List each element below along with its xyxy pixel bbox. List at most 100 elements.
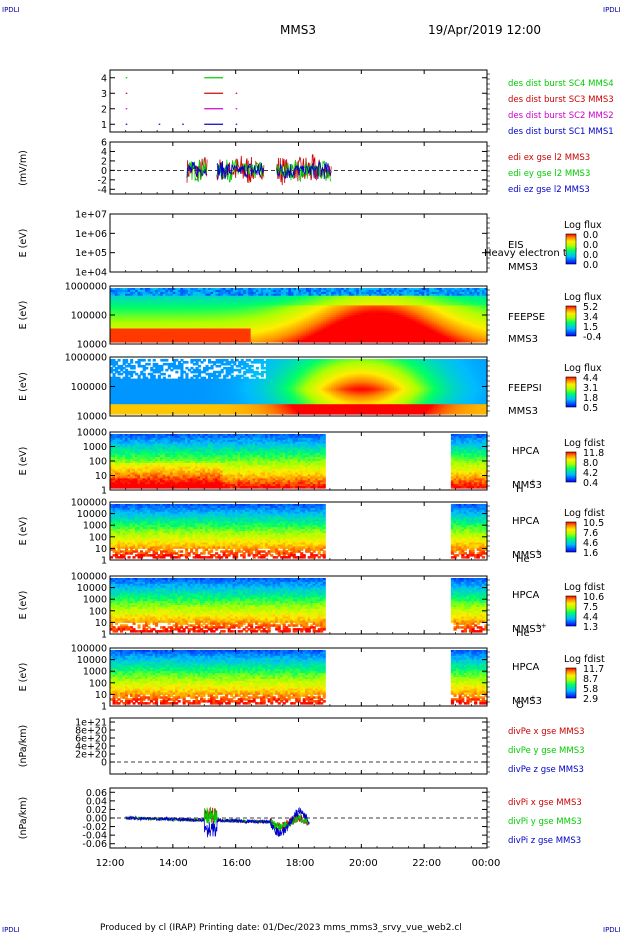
spectrogram-cell xyxy=(198,311,202,314)
spectrogram-cell xyxy=(182,338,186,341)
spectrogram-cell xyxy=(112,338,116,341)
spectrogram-cell xyxy=(170,340,174,343)
y-tick-label: -4 xyxy=(98,185,107,196)
spectrogram-cell xyxy=(218,291,222,295)
spectrogram-cell xyxy=(215,315,219,318)
spectrogram-cell xyxy=(253,303,257,306)
spectrogram-cell xyxy=(170,289,174,293)
spectrogram-cell xyxy=(230,315,234,318)
spectrogram-cell xyxy=(223,318,227,322)
spectrogram-cell xyxy=(245,305,249,308)
spectrogram-cell xyxy=(152,309,156,312)
spectrogram-cell xyxy=(223,299,227,303)
spectrogram-cell xyxy=(238,326,242,330)
panel-frame xyxy=(109,69,488,133)
spectrogram-cell xyxy=(167,291,171,295)
spectrogram-cell xyxy=(115,316,119,320)
spectrogram-cell xyxy=(187,336,191,339)
spectrogram-cell xyxy=(162,291,166,295)
spectrogram-cell xyxy=(228,305,232,308)
spectrogram-cell xyxy=(182,334,186,337)
spectrogram-cell xyxy=(122,322,126,326)
spectrogram-cell xyxy=(125,322,129,326)
spectrogram-cell xyxy=(203,340,207,343)
spectrogram-cell xyxy=(248,330,252,333)
spectrogram-cell xyxy=(110,326,114,330)
spectrogram-cell xyxy=(192,336,196,339)
spectrogram-cell xyxy=(187,332,191,335)
spectrogram-cell xyxy=(132,366,136,370)
spectrogram-cell xyxy=(165,305,169,308)
spectrogram-cell xyxy=(265,289,269,293)
spectrogram-cell xyxy=(198,295,202,299)
spectrogram-cell xyxy=(235,315,239,318)
spectrogram-cell xyxy=(218,301,222,304)
spectrogram-cell xyxy=(110,316,114,320)
spectrogram-cell xyxy=(205,318,209,322)
spectrogram-cell xyxy=(263,293,267,297)
spectrogram-cell xyxy=(185,289,189,293)
spectrogram-cell xyxy=(243,297,247,301)
spectrogram-cell xyxy=(160,336,164,339)
spectrogram-cell xyxy=(192,311,196,314)
spectrogram-cell xyxy=(142,301,146,304)
spectrogram-cell xyxy=(132,328,136,331)
spectrogram-cell xyxy=(162,289,166,293)
spectrogram-cell xyxy=(248,297,252,301)
spectrogram-cell xyxy=(145,336,149,339)
spectrogram-cell xyxy=(248,328,252,331)
spectrogram-cell xyxy=(120,299,124,303)
spectrogram-cell xyxy=(175,338,179,341)
spectrogram-cell xyxy=(155,320,159,324)
spectrogram-cell xyxy=(180,311,184,314)
spectrogram-cell xyxy=(155,295,159,299)
spectrogram-cell xyxy=(223,307,227,310)
spectrogram-cell xyxy=(140,288,144,291)
spectrogram-cell xyxy=(233,326,237,330)
spectrogram-cell xyxy=(215,291,219,295)
spectrogram-cell xyxy=(248,336,252,339)
spectrogram-cell xyxy=(155,324,159,328)
spectrogram-cell xyxy=(218,324,222,328)
spectrogram-cell xyxy=(215,297,219,301)
spectrogram-cell xyxy=(145,309,149,312)
spectrogram-cell xyxy=(248,324,252,328)
spectrogram-cell xyxy=(172,338,176,341)
spectrogram-cell xyxy=(233,307,237,310)
spectrogram-cell xyxy=(170,307,174,310)
spectrogram-cell xyxy=(152,334,156,337)
spectrogram-cell xyxy=(190,328,194,331)
spectrogram-cell xyxy=(160,326,164,330)
spectrogram-cell xyxy=(167,320,171,324)
spectrogram-cell xyxy=(248,305,252,308)
spectrogram-cell xyxy=(150,336,154,339)
spectrogram-cell xyxy=(230,297,234,301)
spectrogram-cell xyxy=(125,305,129,308)
spectrogram-cell xyxy=(125,338,129,341)
spectrogram-cell xyxy=(162,334,166,337)
spectrogram-cell xyxy=(165,318,169,322)
spectrogram-cell xyxy=(130,293,134,297)
spectrogram-cell xyxy=(208,340,212,343)
spectrogram-cell xyxy=(258,299,262,303)
spectrogram-cell xyxy=(240,299,244,303)
spectrogram-cell xyxy=(135,309,139,312)
spectrogram-cell xyxy=(130,309,134,312)
spectrogram-cell xyxy=(112,320,116,324)
spectrogram-cell xyxy=(170,332,174,335)
burst-segment xyxy=(182,123,184,125)
spectrogram-cell xyxy=(155,322,159,326)
spectrogram-cell xyxy=(150,291,154,295)
spectrogram-cell xyxy=(155,289,159,293)
spectrogram-cell xyxy=(177,318,181,322)
spectrogram-cell xyxy=(255,328,259,331)
spectrogram-cell xyxy=(198,316,202,320)
spectrogram-cell xyxy=(150,322,154,326)
spectrogram-cell xyxy=(137,311,141,314)
spectrogram-cell xyxy=(260,288,264,291)
spectrogram-cell xyxy=(117,322,121,326)
spectrogram-cell xyxy=(162,318,166,322)
spectrogram-cell xyxy=(253,311,257,314)
spectrogram-cell xyxy=(135,311,139,314)
spectrogram-cell xyxy=(132,322,136,326)
